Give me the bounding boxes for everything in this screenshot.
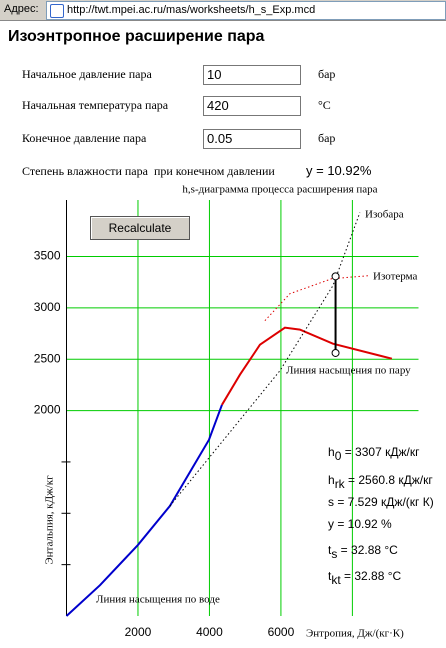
- result-subscript: kt: [331, 573, 341, 587]
- address-label: Адрес:: [4, 3, 39, 15]
- y-axis-label: Энтальпия, кДж/кг: [44, 475, 56, 565]
- field-input[interactable]: 10: [203, 65, 301, 85]
- result-value: y = 10.92%: [306, 163, 372, 178]
- result-symbol: t: [328, 543, 332, 557]
- curve-label: Изобара: [365, 209, 404, 221]
- process-point: [331, 272, 340, 281]
- field-label: Начальная температура пара: [22, 98, 169, 112]
- chart-title: h,s-диаграмма процесса расширения пара: [182, 184, 377, 196]
- result-symbol: h: [328, 473, 335, 487]
- curve-label: Линия насыщения по пару: [286, 365, 411, 377]
- address-field[interactable]: http://twt.mpei.ac.ru/mas/worksheets/h_s…: [46, 1, 446, 20]
- result-symbol: y: [328, 517, 334, 531]
- y-tick-label: 2500: [34, 351, 61, 365]
- result-line: tkt = 32.88 °C: [328, 569, 402, 587]
- result-text: = 32.88 °C: [337, 543, 398, 557]
- field-label: Начальное давление пара: [22, 67, 152, 81]
- recalculate-button[interactable]: Recalculate: [90, 216, 190, 240]
- y-tick-label: 3500: [34, 249, 61, 263]
- page-icon: [50, 4, 64, 18]
- curve: [169, 212, 361, 507]
- result-text: = 7.529 кДж/(кг К): [334, 495, 434, 509]
- result-text: = 3307 кДж/кг: [341, 445, 420, 459]
- x-tick-label: 2000: [125, 625, 152, 639]
- result-line: ts = 32.88 °C: [328, 543, 398, 561]
- field-input[interactable]: 420: [203, 96, 301, 116]
- curve-label: Изотерма: [373, 271, 417, 283]
- result-symbol: h: [328, 445, 335, 459]
- curve-label: Линия насыщения по воде: [96, 594, 220, 606]
- field-input[interactable]: 0.05: [203, 129, 301, 149]
- result-line: y = 10.92 %: [328, 517, 392, 531]
- y-tick-label: 3000: [34, 300, 61, 314]
- field-label: Конечное давление пара: [22, 131, 147, 145]
- result-line: h0 = 3307 кДж/кг: [328, 445, 420, 463]
- result-text: = 10.92 %: [334, 517, 392, 531]
- result-label: Степень влажности пара при конечном давл…: [22, 164, 275, 178]
- url: http://twt.mpei.ac.ru/mas/worksheets/h_s…: [67, 4, 316, 16]
- result-symbol: t: [328, 569, 332, 583]
- curve: [221, 326, 393, 406]
- curve: [65, 404, 223, 617]
- field-unit: бар: [318, 131, 336, 145]
- result-line: hrk = 2560.8 кДж/кг: [328, 473, 433, 491]
- x-tick-label: 4000: [196, 625, 223, 639]
- result-symbol: s: [328, 495, 334, 509]
- result-text: = 2560.8 кДж/кг: [345, 473, 434, 487]
- result-subscript: s: [331, 547, 337, 561]
- result-subscript: rk: [335, 477, 346, 491]
- page-title: Изоэнтропное расширение пара: [8, 28, 265, 45]
- y-tick-label: 2000: [34, 403, 61, 417]
- field-unit: бар: [318, 67, 336, 81]
- address-bar: Адрес: http://twt.mpei.ac.ru/mas/workshe…: [0, 0, 446, 21]
- result-subscript: 0: [335, 449, 342, 463]
- x-tick-label: 6000: [268, 625, 295, 639]
- process-point: [331, 348, 340, 357]
- result-line: s = 7.529 кДж/(кг К): [328, 495, 434, 509]
- field-unit: °C: [318, 98, 331, 112]
- result-text: = 32.88 °C: [341, 569, 402, 583]
- curve: [264, 275, 370, 322]
- x-axis-label: Энтропия, Дж/(кг·К): [306, 628, 404, 640]
